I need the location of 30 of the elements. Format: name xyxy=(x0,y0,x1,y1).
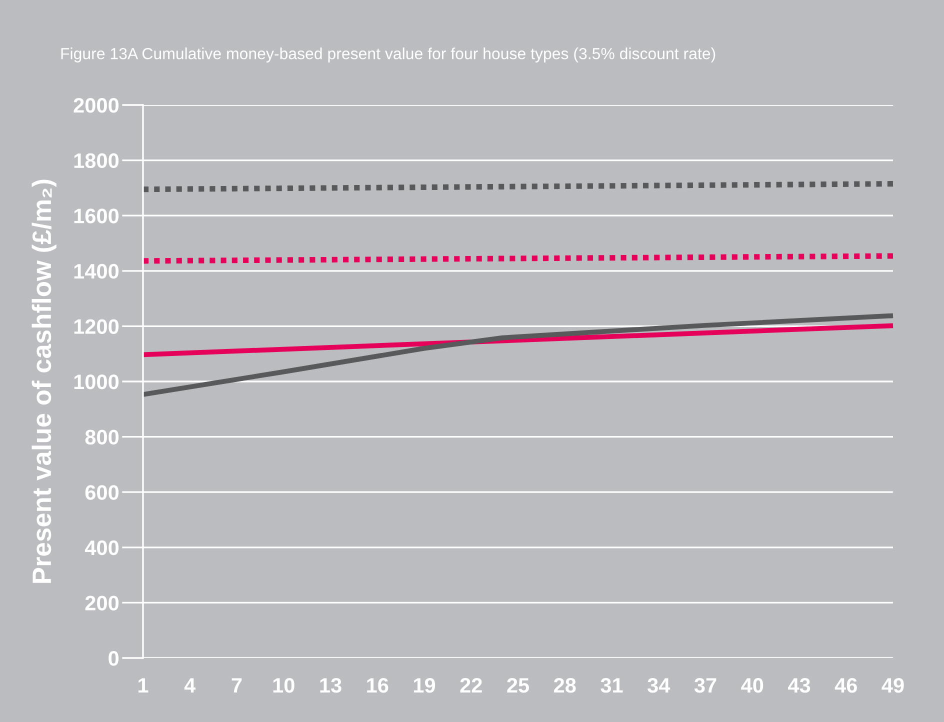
x-tick-label: 7 xyxy=(232,678,242,693)
y-tick-label: 1400 xyxy=(74,264,119,279)
x-tick-label: 10 xyxy=(273,678,294,693)
x-tick-label: 22 xyxy=(460,678,482,693)
x-tick-label: 34 xyxy=(648,678,670,693)
x-tick-label: 4 xyxy=(184,678,196,693)
x-tick-label: 19 xyxy=(414,678,436,693)
x-tick-label: 37 xyxy=(694,678,716,693)
y-tick-label: 200 xyxy=(85,596,119,610)
y-tick-label: 0 xyxy=(108,651,119,666)
y-axis-title: Present value of cashflow (£/m₂) xyxy=(32,180,56,583)
y-tick-label: 1800 xyxy=(74,153,119,168)
x-tick-label: 40 xyxy=(741,678,764,693)
x-tick-label: 1 xyxy=(138,678,148,693)
x-tick-label: 25 xyxy=(507,678,530,693)
x-tick-label: 49 xyxy=(882,678,904,693)
x-tick-label: 31 xyxy=(600,678,623,693)
y-tick-label: 2000 xyxy=(74,98,119,113)
y-tick-label: 800 xyxy=(85,430,119,445)
chart-title: Figure 13A Cumulative money-based present value for four house types (3.5% discount rate) xyxy=(61,48,716,62)
x-tick-label: 16 xyxy=(367,678,388,693)
x-tick-label: 13 xyxy=(320,678,342,693)
y-tick-label: 1600 xyxy=(74,208,119,224)
y-tick-label: 600 xyxy=(85,485,119,500)
x-tick-label: 46 xyxy=(834,678,857,693)
y-tick-label: 1200 xyxy=(74,319,119,334)
x-tick-label: 28 xyxy=(554,678,576,693)
x-tick-label: 43 xyxy=(788,678,810,693)
y-tick-label: 1000 xyxy=(74,374,119,390)
y-tick-label: 400 xyxy=(84,540,119,556)
